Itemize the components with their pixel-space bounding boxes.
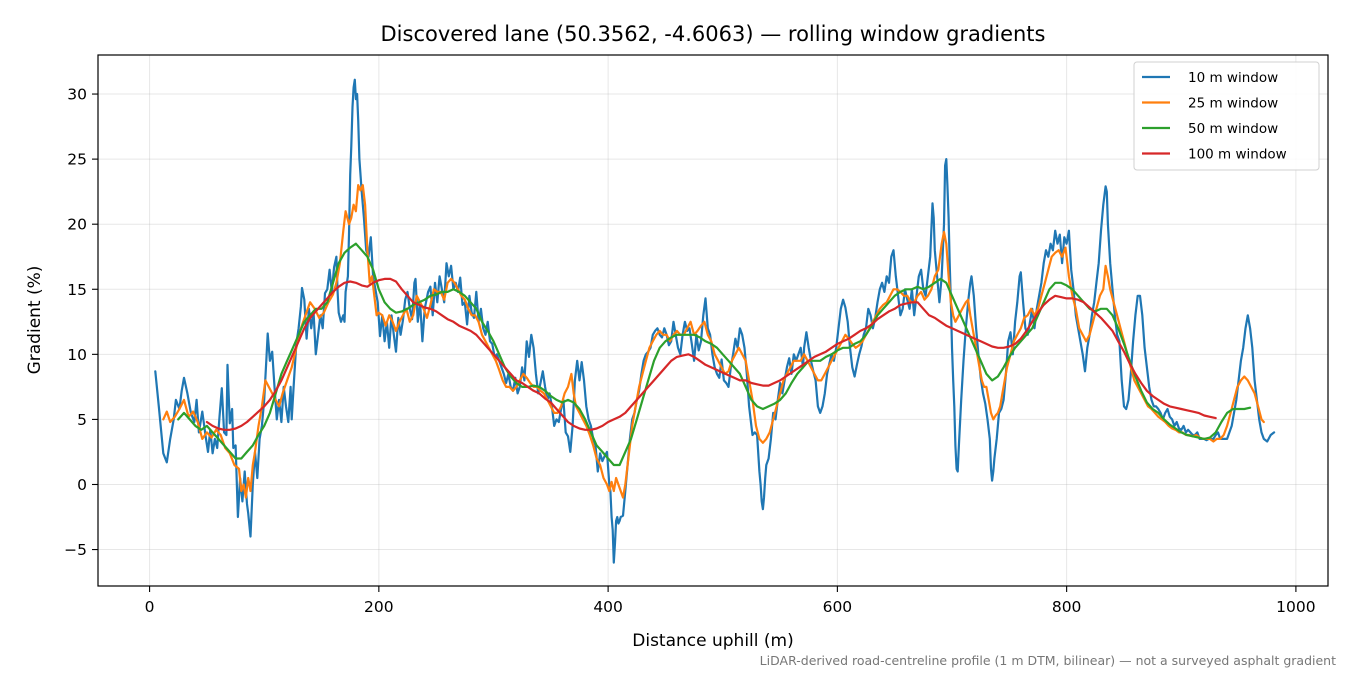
series-lines	[154, 78, 1276, 564]
x-tick-label: 600	[823, 598, 853, 616]
y-tick-label: 0	[77, 476, 87, 494]
x-tick-label: 400	[593, 598, 623, 616]
legend-box	[1133, 61, 1320, 171]
y-tick-label: 5	[77, 411, 87, 429]
y-tick-label: 25	[67, 151, 87, 169]
legend-label: 10 m window	[1188, 70, 1278, 86]
footnote: LiDAR-derived road-centreline profile (1…	[760, 653, 1336, 668]
legend-label: 100 m window	[1188, 147, 1287, 163]
legend: 10 m window 25 m window 50 m window 100 m w…	[1133, 61, 1320, 171]
x-axis-label: Distance uphill (m)	[632, 631, 793, 651]
y-axis-label: Gradient (%)	[25, 266, 45, 375]
legend-label: 25 m window	[1188, 96, 1278, 112]
y-tick-label: −5	[64, 541, 87, 559]
x-tick-label: 0	[145, 598, 155, 616]
y-tick-label: 15	[67, 281, 87, 299]
x-axis-ticks: 0 200 400 600 800 1000	[145, 586, 1316, 616]
y-tick-label: 30	[67, 86, 87, 104]
x-tick-label: 200	[364, 598, 394, 616]
y-axis-ticks: −5 0 5 10 15 20 25 30	[64, 86, 98, 559]
plot-frame	[97, 54, 1329, 587]
legend-label: 50 m window	[1188, 121, 1278, 137]
x-tick-label: 800	[1052, 598, 1082, 616]
series-line-100-m-window	[205, 277, 1217, 431]
series-line-50-m-window	[177, 242, 1252, 467]
y-tick-label: 20	[67, 216, 87, 234]
x-tick-label: 1000	[1276, 598, 1315, 616]
y-tick-label: 10	[67, 346, 87, 364]
chart-title: Discovered lane (50.3562, -4.6063) — rol…	[381, 22, 1046, 46]
